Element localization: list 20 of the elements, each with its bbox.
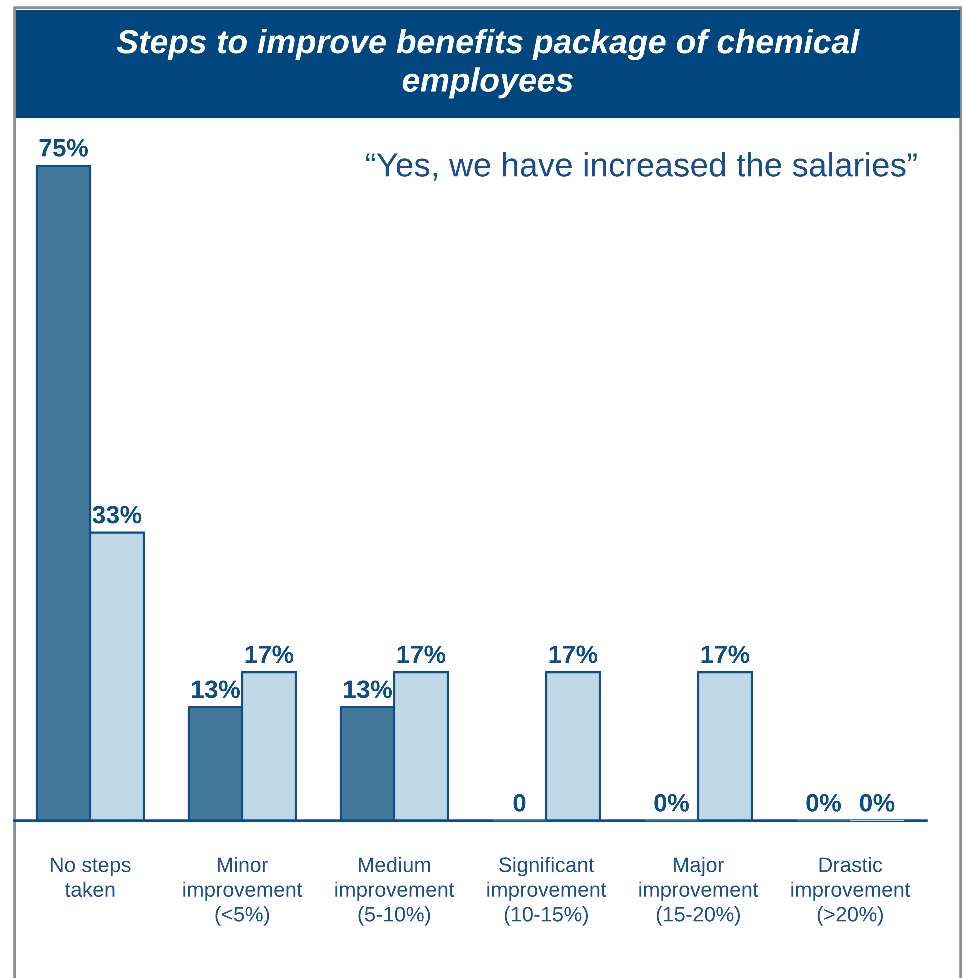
x-tick-label: Significant improvement (10-15%) — [488, 857, 607, 926]
data-label: 33% — [92, 506, 142, 524]
data-label: 17% — [246, 646, 294, 664]
x-tick-label: Drastic improvement (>20%) — [792, 857, 911, 926]
data-label: 0% — [654, 794, 690, 812]
x-tick-label: Minor improvement (<5%) — [184, 857, 303, 926]
data-label: 17% — [702, 646, 750, 664]
chart-title: Steps to improve benefits package of chemical employees — [117, 29, 860, 99]
x-tick-label: Major improvement (15-20%) — [640, 857, 759, 926]
data-label: 0% — [806, 794, 842, 812]
data-label: 13% — [344, 680, 392, 698]
x-tick-label: No steps taken — [51, 858, 131, 898]
data-label: 0 — [514, 794, 526, 812]
x-tick-label: Medium improvement (5-10%) — [336, 857, 455, 926]
data-label: 17% — [398, 646, 446, 664]
data-label: 13% — [192, 680, 240, 698]
data-label: 0% — [860, 794, 895, 812]
data-label: 17% — [550, 646, 598, 664]
annotation: “Yes, we have increased the salaries” — [366, 152, 917, 181]
data-label: 75% — [40, 139, 88, 157]
